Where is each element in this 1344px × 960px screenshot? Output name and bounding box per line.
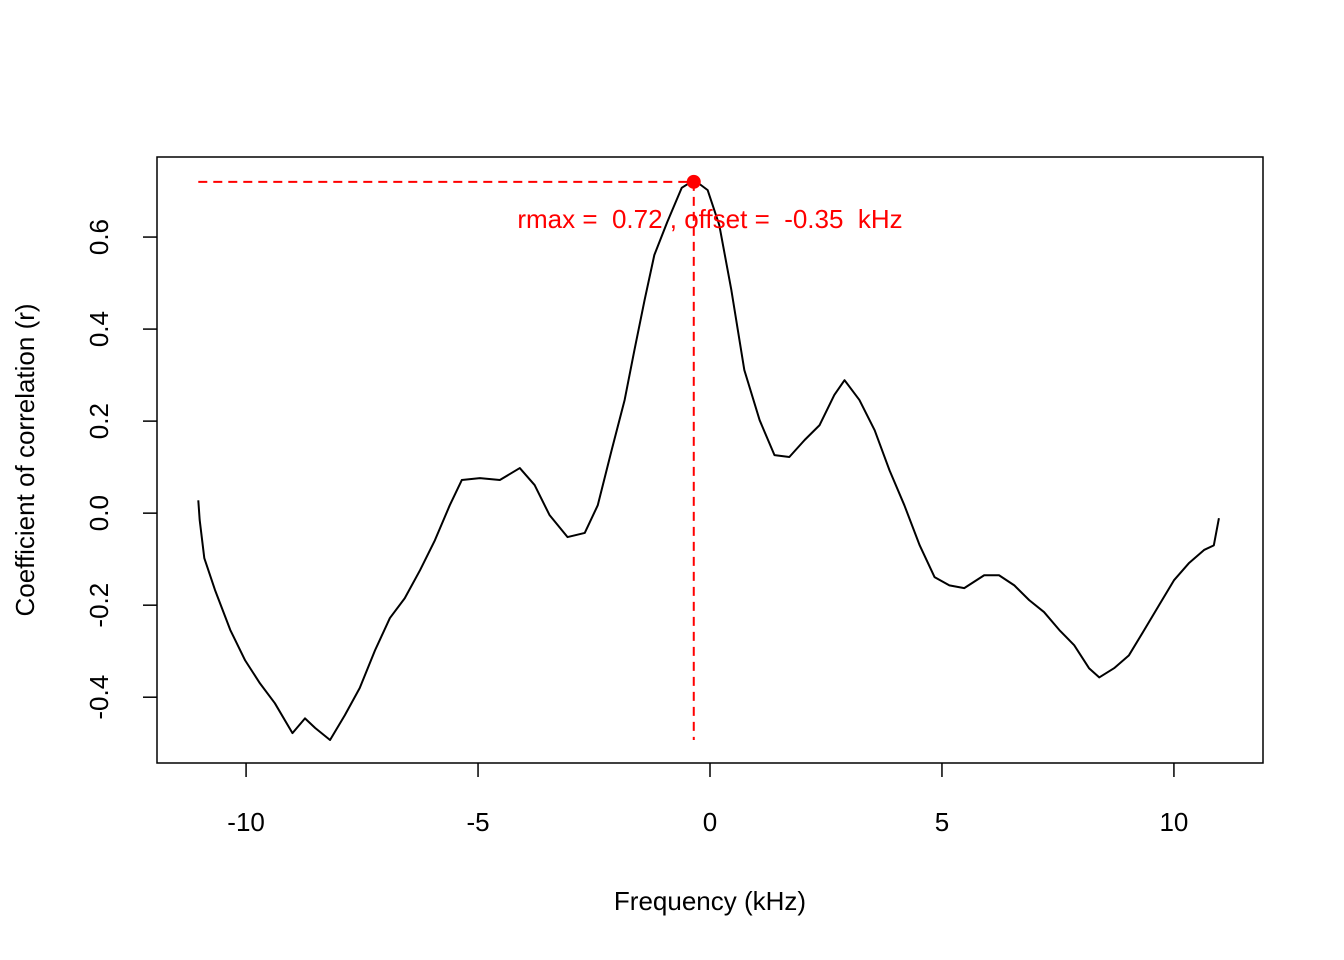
y-axis-label: Coefficient of correlation (r) — [10, 303, 40, 616]
x-axis-label: Frequency (kHz) — [614, 886, 806, 916]
y-tick-label: 0.6 — [84, 219, 114, 255]
peak-annotation: rmax = 0.72 , offset = -0.35 kHz — [517, 204, 902, 234]
x-tick-label: 5 — [935, 807, 949, 837]
data-line — [197, 179, 1220, 741]
x-tick-label: 0 — [703, 807, 717, 837]
y-tick-label: 0.4 — [84, 311, 114, 347]
y-tick-label: 0.2 — [84, 403, 114, 439]
x-tick-label: 10 — [1159, 807, 1188, 837]
peak-point — [686, 174, 701, 189]
x-tick-label: -10 — [227, 807, 265, 837]
y-tick-label: -0.4 — [84, 675, 114, 720]
plot-box — [156, 156, 1264, 764]
y-tick-label: -0.2 — [84, 583, 114, 628]
x-tick-label: -5 — [466, 807, 489, 837]
y-tick-label: 0.0 — [84, 495, 114, 531]
